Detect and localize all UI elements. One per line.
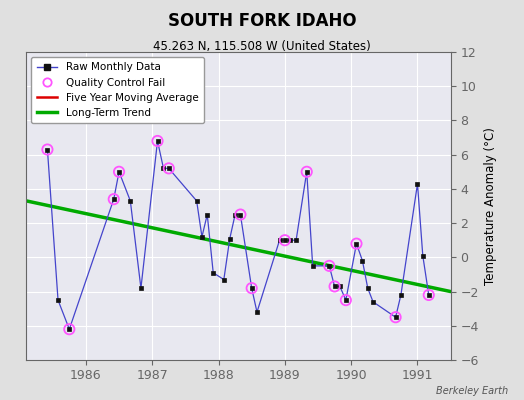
Point	[391, 314, 400, 320]
Point	[110, 196, 118, 202]
Y-axis label: Temperature Anomaly (°C): Temperature Anomaly (°C)	[484, 127, 497, 285]
Text: Berkeley Earth: Berkeley Earth	[436, 386, 508, 396]
Point	[331, 283, 339, 290]
Point	[165, 165, 173, 172]
Point	[236, 211, 245, 218]
Point	[424, 292, 433, 298]
Text: 45.263 N, 115.508 W (United States): 45.263 N, 115.508 W (United States)	[153, 40, 371, 53]
Point	[115, 168, 123, 175]
Point	[302, 168, 311, 175]
Point	[65, 326, 73, 332]
Point	[43, 146, 52, 153]
Point	[342, 297, 350, 303]
Point	[281, 237, 289, 244]
Text: SOUTH FORK IDAHO: SOUTH FORK IDAHO	[168, 12, 356, 30]
Point	[154, 138, 162, 144]
Point	[352, 240, 361, 247]
Point	[247, 285, 256, 291]
Point	[325, 263, 333, 269]
Legend: Raw Monthly Data, Quality Control Fail, Five Year Moving Average, Long-Term Tren: Raw Monthly Data, Quality Control Fail, …	[31, 57, 204, 123]
